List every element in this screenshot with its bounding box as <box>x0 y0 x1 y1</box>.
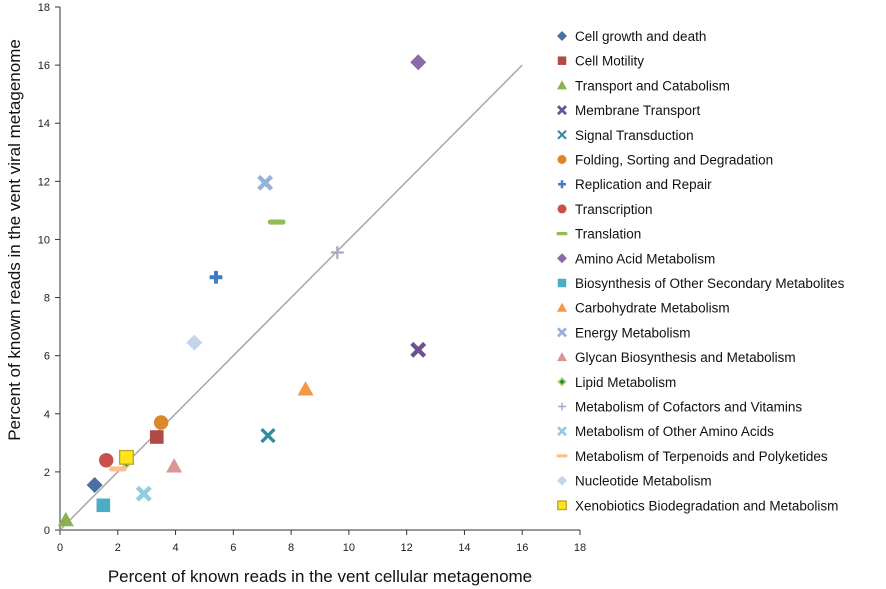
x-tick-label: 14 <box>458 542 470 554</box>
legend-label-nucleotide-metabolism: Nucleotide Metabolism <box>575 474 712 489</box>
data-points-layer <box>57 54 427 527</box>
data-point-transport-and-catabolism <box>57 511 74 527</box>
legend-label-energy-metabolism: Energy Metabolism <box>575 325 691 340</box>
data-point-metabolism-of-cofactors-and-vitamins <box>330 246 344 259</box>
data-point-carbohydrate-metabolism <box>297 381 314 396</box>
data-point-amino-acid-metabolism <box>410 54 427 71</box>
legend-label-membrane-transport: Membrane Transport <box>575 103 701 118</box>
legend-label-cell-motility: Cell Motility <box>575 54 644 69</box>
legend-marker-carbohydrate-metabolism <box>557 302 567 312</box>
legend-marker-membrane-transport <box>557 105 567 116</box>
legend-marker-transport-and-catabolism <box>557 80 567 90</box>
y-tick-label: 18 <box>38 2 50 14</box>
y-tick-label: 2 <box>44 467 50 479</box>
y-tick-label: 16 <box>38 60 50 72</box>
data-point-nucleotide-metabolism <box>186 334 203 351</box>
x-tick-label: 10 <box>343 542 355 554</box>
legend-label-carbohydrate-metabolism: Carbohydrate Metabolism <box>575 301 730 316</box>
legend-marker-biosynthesis-of-other-secondary-metabolites <box>557 278 567 288</box>
data-point-replication-and-repair <box>209 270 223 284</box>
legend-label-glycan-biosynthesis-and-metabolism: Glycan Biosynthesis and Metabolism <box>575 350 796 365</box>
legend-marker-translation <box>556 232 568 236</box>
y-tick-label: 8 <box>44 293 50 305</box>
legend-marker-cell-growth-and-death <box>557 31 567 41</box>
legend: Cell growth and death Cell Motility Transp… <box>556 29 845 513</box>
data-point-biosynthesis-of-other-secondary-metabolites <box>96 498 111 513</box>
data-point-metabolism-of-terpenoids-and-polyketides <box>108 466 127 472</box>
x-tick-label: 18 <box>574 542 586 554</box>
legend-label-metabolism-of-cofactors-and-vitamins: Metabolism of Cofactors and Vitamins <box>575 400 802 415</box>
legend-marker-signal-transduction <box>557 130 567 140</box>
legend-marker-transcription <box>557 204 567 214</box>
data-point-glycan-biosynthesis-and-metabolism <box>166 458 183 473</box>
data-point-cell-growth-and-death <box>86 476 103 493</box>
x-tick-label: 12 <box>401 542 413 554</box>
legend-label-transport-and-catabolism: Transport and Catabolism <box>575 78 730 93</box>
legend-label-cell-growth-and-death: Cell growth and death <box>575 29 706 44</box>
legend-marker-amino-acid-metabolism <box>557 253 567 264</box>
x-tick-label: 2 <box>115 542 121 554</box>
y-tick-label: 4 <box>44 409 50 421</box>
legend-label-biosynthesis-of-other-secondary-metabolites: Biosynthesis of Other Secondary Metaboli… <box>575 276 845 291</box>
legend-marker-metabolism-of-terpenoids-and-polyketides <box>556 454 568 458</box>
axes-layer: 0 2 4 6 8 10 12 14 16 18 0 2 4 6 8 10 12 14 16 18 <box>38 2 586 554</box>
reference-line-layer <box>59 64 523 531</box>
data-point-signal-transduction <box>260 427 276 444</box>
legend-label-replication-and-repair: Replication and Repair <box>575 177 712 192</box>
data-point-translation <box>267 219 286 225</box>
data-point-cell-motility <box>149 430 164 444</box>
x-axis-title: Percent of known reads in the vent cellu… <box>108 567 532 586</box>
legend-label-transcription: Transcription <box>575 202 653 217</box>
legend-label-folding-sorting-and-degradation: Folding, Sorting and Degradation <box>575 153 773 168</box>
data-point-energy-metabolism <box>257 174 274 191</box>
legend-label-metabolism-of-terpenoids-and-polyketides: Metabolism of Terpenoids and Polyketides <box>575 449 828 464</box>
legend-label-amino-acid-metabolism: Amino Acid Metabolism <box>575 251 715 266</box>
reference-line <box>59 64 523 531</box>
legend-marker-nucleotide-metabolism <box>557 475 567 486</box>
y-tick-label: 14 <box>38 118 50 130</box>
legend-marker-folding-sorting-and-degradation <box>557 155 567 164</box>
legend-marker-glycan-biosynthesis-and-metabolism <box>557 352 567 362</box>
legend-marker-metabolism-of-other-amino-acids <box>557 426 567 437</box>
legend-label-signal-transduction: Signal Transduction <box>575 128 694 143</box>
x-tick-label: 6 <box>230 542 236 554</box>
y-tick-label: 12 <box>38 176 50 188</box>
x-tick-label: 8 <box>288 542 294 554</box>
data-point-xenobiotics-biodegradation-and-metabolism <box>118 449 134 465</box>
legend-label-translation: Translation <box>575 227 641 242</box>
legend-marker-energy-metabolism <box>557 327 567 338</box>
y-tick-label: 6 <box>44 351 50 363</box>
x-tick-label: 4 <box>172 542 178 554</box>
x-tick-label: 16 <box>516 542 528 554</box>
legend-label-xenobiotics-biodegradation-and-metabolism: Xenobiotics Biodegradation and Metabolis… <box>575 498 838 513</box>
data-point-transcription <box>99 453 114 468</box>
x-tick-label: 0 <box>57 542 63 554</box>
legend-label-metabolism-of-other-amino-acids: Metabolism of Other Amino Acids <box>575 424 774 439</box>
y-axis-title: Percent of known reads in the vent viral… <box>5 39 24 441</box>
legend-label-lipid-metabolism: Lipid Metabolism <box>575 375 676 390</box>
legend-marker-lipid-metabolism <box>557 376 567 387</box>
legend-marker-xenobiotics-biodegradation-and-metabolism <box>557 500 567 511</box>
data-point-folding-sorting-and-degradation <box>153 415 169 430</box>
legend-marker-cell-motility <box>557 56 567 65</box>
data-point-membrane-transport <box>410 341 427 358</box>
legend-marker-replication-and-repair <box>558 180 566 189</box>
legend-marker-metabolism-of-cofactors-and-vitamins <box>558 402 566 411</box>
data-point-metabolism-of-other-amino-acids <box>135 485 152 502</box>
y-tick-label: 0 <box>44 525 50 537</box>
y-tick-label: 10 <box>38 234 50 246</box>
